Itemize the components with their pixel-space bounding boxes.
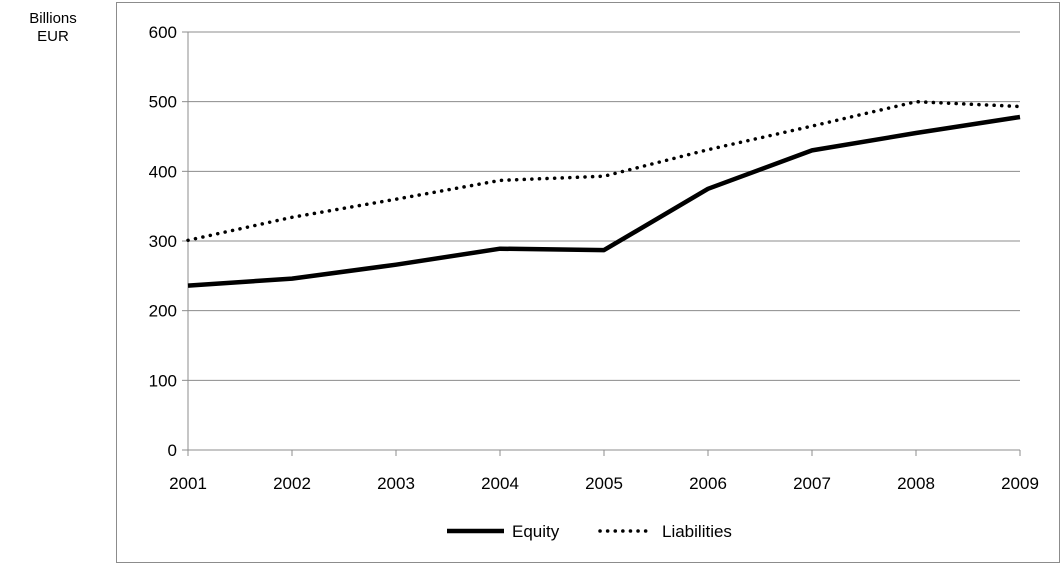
y-axis-unit-line-1: Billions [29, 10, 77, 27]
y-tick-label: 300 [149, 232, 177, 251]
y-tick-label: 100 [149, 371, 177, 390]
x-tick-label: 2001 [169, 474, 207, 493]
legend-label-liabilities: Liabilities [662, 522, 732, 541]
series-line-liabilities [186, 99, 1022, 243]
series-line-equity [187, 114, 1021, 288]
y-tick-label: 0 [168, 441, 177, 460]
axes [182, 31, 1021, 456]
y-axis-unit-label: Billions EUR [0, 10, 106, 46]
x-tick-label: 2002 [273, 474, 311, 493]
y-tick-labels: 0 100 200 300 400 500 600 [149, 23, 177, 460]
x-tick-label: 2007 [793, 474, 831, 493]
y-axis-unit-line-2: EUR [37, 28, 69, 45]
x-tick-label: 2008 [897, 474, 935, 493]
x-tick-label: 2003 [377, 474, 415, 493]
x-tick-label: 2006 [689, 474, 727, 493]
y-tick-label: 500 [149, 93, 177, 112]
y-tick-label: 200 [149, 302, 177, 321]
gridlines [188, 31, 1020, 381]
series-lines [186, 99, 1022, 288]
x-tick-labels: 2001 2002 2003 2004 2005 2006 2007 2008 2009 [169, 474, 1039, 493]
legend-label-equity: Equity [512, 522, 560, 541]
x-tick-label: 2009 [1001, 474, 1039, 493]
x-tick-label: 2005 [585, 474, 623, 493]
chart-frame [116, 2, 1060, 563]
y-tick-label: 600 [149, 23, 177, 42]
legend: Equity Liabilities [447, 522, 732, 541]
x-tick-label: 2004 [481, 474, 519, 493]
y-tick-label: 400 [149, 162, 177, 181]
